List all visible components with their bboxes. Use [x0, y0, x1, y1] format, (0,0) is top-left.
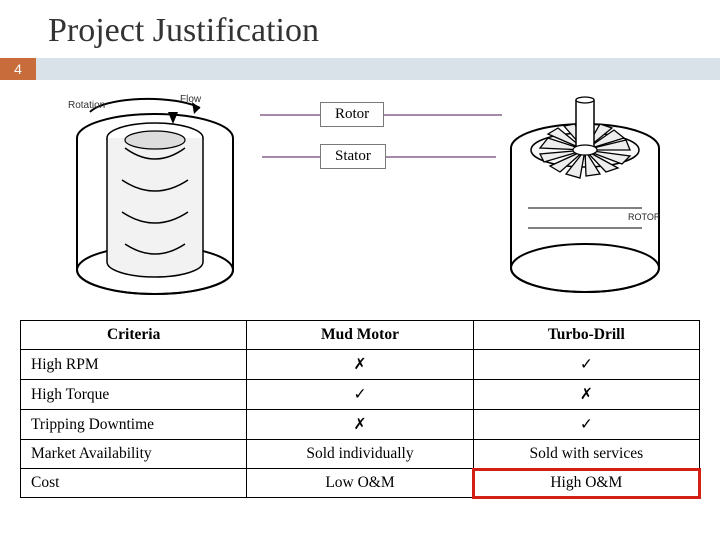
- th-turbo-drill: Turbo-Drill: [473, 321, 699, 350]
- svg-text:Rotation: Rotation: [68, 100, 105, 111]
- diagram-area: Rotation Flow: [20, 86, 700, 316]
- table-row: High Torque✓✗: [21, 380, 700, 410]
- table-row: High RPM✗✓: [21, 350, 700, 380]
- turbo-drill-diagram: ROTOR: [490, 90, 680, 310]
- slide-number-bar: 4: [0, 58, 720, 80]
- cell-mud: ✗: [247, 410, 473, 440]
- label-stator: Stator: [320, 144, 386, 169]
- slide-number-badge: 4: [0, 58, 36, 80]
- cell-mud: Low O&M: [247, 469, 473, 498]
- cell-mud: Sold individually: [247, 440, 473, 469]
- table-row: Market AvailabilitySold individuallySold…: [21, 440, 700, 469]
- cell-criteria: High Torque: [21, 380, 247, 410]
- cell-criteria: High RPM: [21, 350, 247, 380]
- connector-stator-right: [378, 156, 496, 158]
- page-title: Project Justification: [0, 0, 720, 58]
- table-row: CostLow O&MHigh O&M: [21, 469, 700, 498]
- connector-rotor-right: [372, 114, 502, 116]
- cell-mud: ✗: [247, 350, 473, 380]
- table-row: Tripping Downtime✗✓: [21, 410, 700, 440]
- label-rotor: Rotor: [320, 102, 384, 127]
- th-mud-motor: Mud Motor: [247, 321, 473, 350]
- cell-turbo: ✓: [473, 350, 699, 380]
- cell-mud: ✓: [247, 380, 473, 410]
- cell-turbo: ✓: [473, 410, 699, 440]
- cell-criteria: Cost: [21, 469, 247, 498]
- slide-stripe: [36, 58, 720, 80]
- svg-text:Flow: Flow: [180, 94, 202, 105]
- mud-motor-diagram: Rotation Flow: [50, 90, 260, 310]
- cell-turbo: High O&M: [473, 469, 699, 498]
- th-criteria: Criteria: [21, 321, 247, 350]
- svg-text:ROTOR: ROTOR: [628, 212, 661, 222]
- cell-turbo: Sold with services: [473, 440, 699, 469]
- cell-criteria: Tripping Downtime: [21, 410, 247, 440]
- cell-turbo: ✗: [473, 380, 699, 410]
- connector-rotor-left: [260, 114, 320, 116]
- comparison-table: Criteria Mud Motor Turbo-Drill High RPM✗…: [20, 320, 700, 498]
- connector-stator-left: [262, 156, 320, 158]
- cell-criteria: Market Availability: [21, 440, 247, 469]
